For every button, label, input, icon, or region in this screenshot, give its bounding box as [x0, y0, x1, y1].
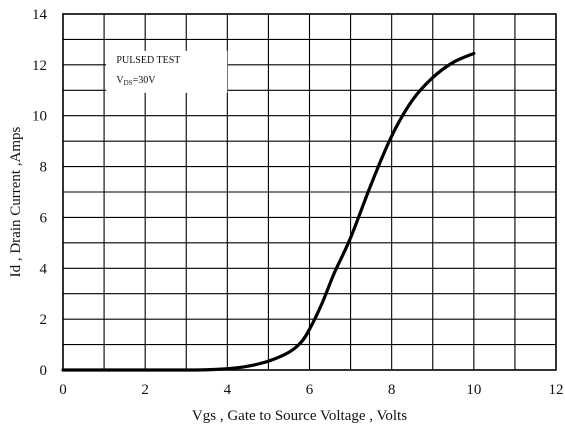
y-tick-label: 12 [32, 58, 47, 74]
x-axis-title: Vgs , Gate to Source Voltage , Volts [192, 408, 407, 424]
y-tick-labels: 0 2 4 6 8 10 12 14 [32, 7, 48, 379]
y-tick-label: 8 [40, 160, 48, 176]
note-background [106, 50, 228, 93]
y-tick-label: 14 [32, 7, 48, 23]
y-axis-title: Id , Drain Current ,Amps [8, 126, 24, 277]
x-tick-label: 12 [549, 382, 564, 398]
x-tick-label: 2 [141, 382, 149, 398]
note-line-2: VDS=30V [116, 75, 156, 87]
note-sub: DS [124, 79, 133, 87]
grid [63, 14, 556, 370]
note-value: =30V [133, 75, 157, 86]
x-tick-label: 0 [59, 382, 67, 398]
y-tick-label: 6 [40, 210, 48, 226]
y-tick-label: 0 [40, 363, 48, 379]
note-v: V [116, 75, 124, 86]
y-tick-label: 2 [40, 312, 48, 328]
test-condition-note: PULSED TEST VDS=30V [106, 50, 228, 93]
y-tick-label: 10 [32, 109, 47, 125]
plot-frame [62, 13, 557, 371]
x-tick-label: 8 [388, 382, 396, 398]
note-line-1: PULSED TEST [116, 55, 180, 66]
y-tick-label: 4 [40, 261, 48, 277]
x-tick-labels: 0 2 4 6 8 10 12 [59, 382, 563, 398]
series-line [61, 51, 476, 372]
x-tick-label: 10 [466, 382, 481, 398]
x-tick-label: 4 [224, 382, 232, 398]
x-tick-label: 6 [306, 382, 314, 398]
